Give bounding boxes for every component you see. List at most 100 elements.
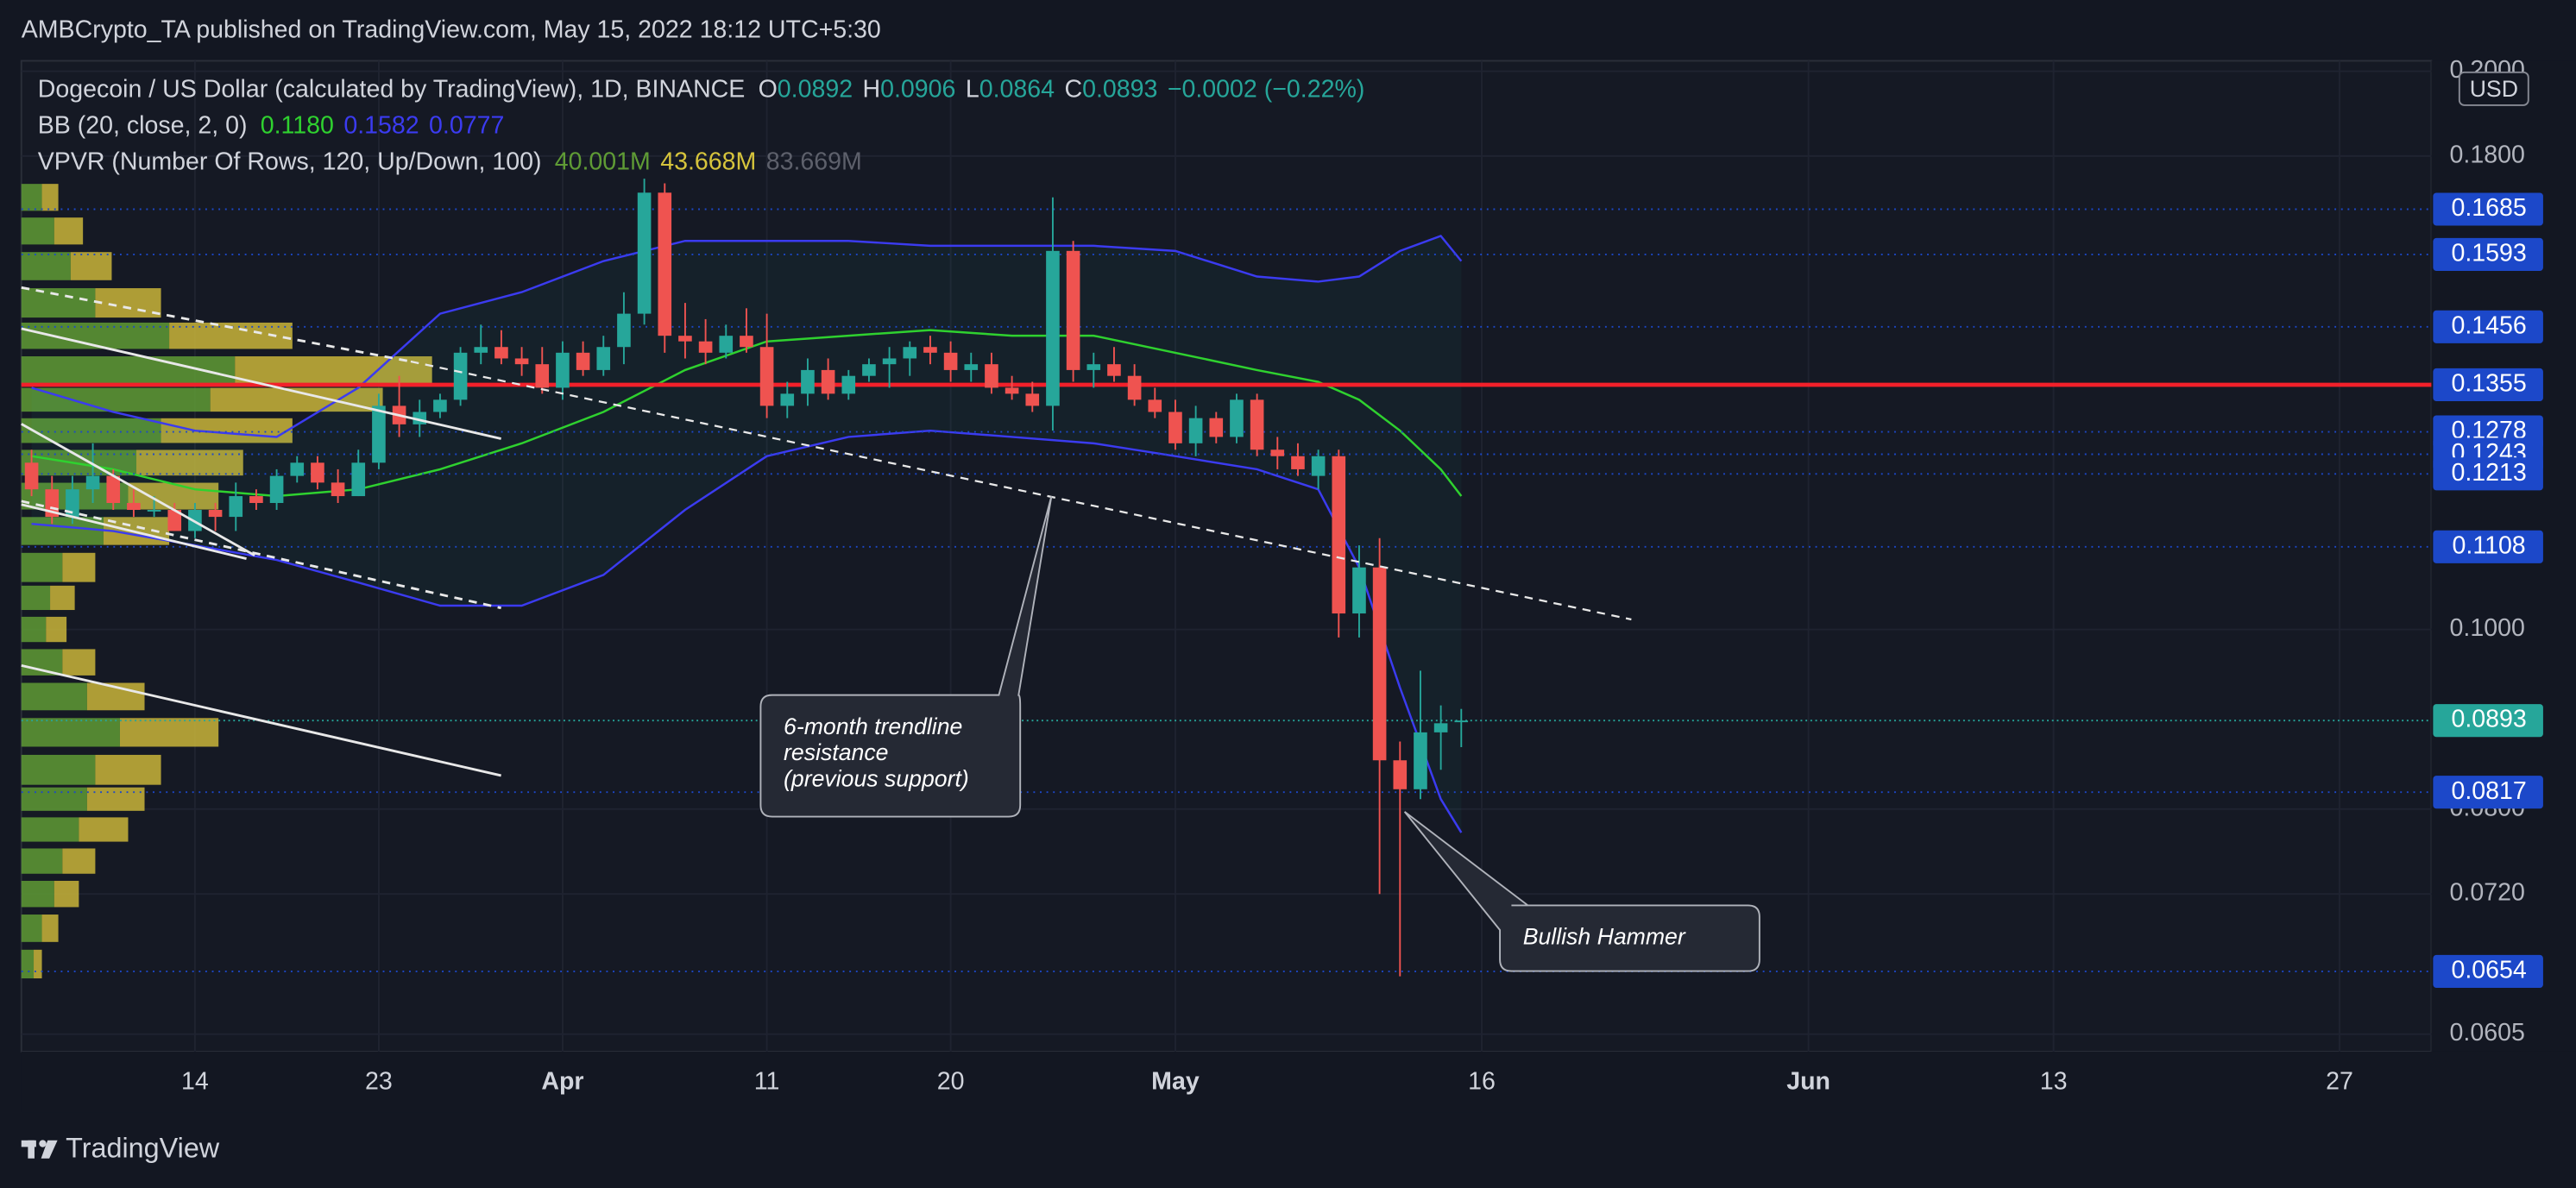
- candle-body: [1148, 399, 1162, 412]
- volume-up: [21, 787, 87, 811]
- candle-body: [1025, 393, 1040, 406]
- callout-trendline: 6-month trendline resistance (previous s…: [759, 495, 1053, 818]
- callout-text: resistance: [784, 739, 888, 765]
- x-tick-label: 11: [754, 1068, 780, 1096]
- volume-up: [21, 616, 47, 643]
- volume-up: [21, 184, 42, 211]
- candle-body: [514, 358, 529, 365]
- candle-body: [596, 347, 611, 370]
- y-tick-label: 0.0720: [2450, 879, 2525, 907]
- legend-name: VPVR (Number Of Rows, 120, Up/Down, 100): [38, 148, 542, 175]
- publish-header: AMBCrypto_TA published on TradingView.co…: [22, 16, 881, 44]
- candle-body: [1352, 567, 1366, 614]
- volume-down: [70, 252, 112, 280]
- candle-body: [249, 496, 263, 503]
- candle-body: [290, 462, 305, 476]
- volume-down: [34, 949, 42, 979]
- level-label-box: [2433, 237, 2543, 271]
- candle-body: [1127, 375, 1142, 400]
- candle-body: [943, 352, 958, 370]
- candle-body: [1230, 399, 1244, 437]
- volume-down: [62, 848, 96, 874]
- candle-body: [474, 347, 488, 353]
- legend: Dogecoin / US Dollar (calculated by Trad…: [38, 75, 1365, 175]
- candle-body: [1066, 250, 1080, 370]
- volume-down: [161, 418, 293, 443]
- volume-up: [21, 552, 63, 582]
- drawings: [21, 286, 1632, 777]
- dashed-trendline: [410, 360, 1632, 621]
- volume-up: [21, 649, 63, 676]
- volume-down: [62, 649, 96, 676]
- volume-up: [21, 585, 51, 611]
- candle-body: [535, 364, 550, 388]
- y-tick-label: 0.1800: [2450, 141, 2525, 168]
- candle-body: [494, 347, 508, 359]
- level-label-text: 0.0817: [2451, 777, 2526, 805]
- candle-body: [1005, 387, 1019, 394]
- volume-up: [21, 418, 161, 443]
- candle-body: [1372, 567, 1387, 761]
- candle-body: [1188, 418, 1203, 443]
- legend-key: L: [966, 75, 979, 103]
- legend-value: 0.0864: [979, 75, 1055, 103]
- volume-up: [21, 915, 42, 942]
- candle-body: [821, 369, 835, 394]
- level-label-box: [2433, 368, 2543, 402]
- candle-body: [1414, 732, 1427, 789]
- brand-name: TradingView: [66, 1133, 220, 1164]
- candle-body: [85, 475, 100, 490]
- legend-value: 83.669M: [766, 148, 862, 175]
- candle-body: [1393, 760, 1408, 789]
- level-label-text: 0.0654: [2451, 956, 2526, 984]
- trendline: [21, 663, 501, 777]
- volume-down: [54, 217, 84, 245]
- volume-down: [95, 754, 161, 785]
- callout-text: 6-month trendline: [784, 713, 962, 739]
- volume-down: [62, 552, 96, 582]
- dashed-trendline: [21, 500, 501, 610]
- trendline: [21, 423, 255, 556]
- candle-body: [1250, 399, 1264, 450]
- bb-lower: [31, 429, 1463, 833]
- logo-part: [28, 1140, 35, 1159]
- volume-down: [46, 616, 67, 643]
- x-tick-label: 13: [2040, 1068, 2068, 1096]
- candle-body: [576, 352, 590, 370]
- candle-body: [923, 347, 937, 353]
- legend-value: 0.0777: [429, 111, 504, 139]
- callout-text: (previous support): [784, 766, 969, 792]
- legend-key: O: [759, 75, 778, 103]
- candle-body: [617, 313, 631, 348]
- x-tick-label: 23: [365, 1068, 393, 1096]
- candle-body: [801, 369, 815, 394]
- y-tick-label: 0.1000: [2450, 614, 2525, 642]
- candle-body: [964, 364, 979, 370]
- plot: [21, 60, 2432, 1052]
- candle-body: [903, 347, 917, 359]
- candle-body: [331, 482, 345, 497]
- candle-body: [433, 399, 447, 412]
- legend-value: 0.1582: [343, 111, 419, 139]
- candle-body: [1107, 364, 1121, 376]
- legend-value: 0.0906: [880, 75, 955, 103]
- volume-down: [95, 288, 161, 318]
- candle-body: [1433, 723, 1448, 732]
- last-price-label-box: [2433, 704, 2543, 738]
- last-price-label-text: 0.0893: [2451, 706, 2526, 733]
- level-label-box: [2433, 310, 2543, 343]
- y-tick-label: 0.0605: [2450, 1019, 2525, 1047]
- candle-body: [24, 462, 39, 490]
- callout-hammer: Bullish Hammer: [1403, 811, 1760, 972]
- candle-body: [372, 405, 386, 463]
- volume-up: [21, 817, 79, 842]
- currency-badge[interactable]: [2458, 71, 2529, 106]
- candle-body: [106, 475, 121, 503]
- candle-body: [678, 336, 692, 342]
- candle-body: [453, 352, 468, 400]
- legend-name: Dogecoin / US Dollar (calculated by Trad…: [38, 75, 746, 103]
- volume-up: [21, 682, 87, 711]
- x-tick-label: Apr: [541, 1068, 583, 1096]
- candle-body: [637, 192, 652, 314]
